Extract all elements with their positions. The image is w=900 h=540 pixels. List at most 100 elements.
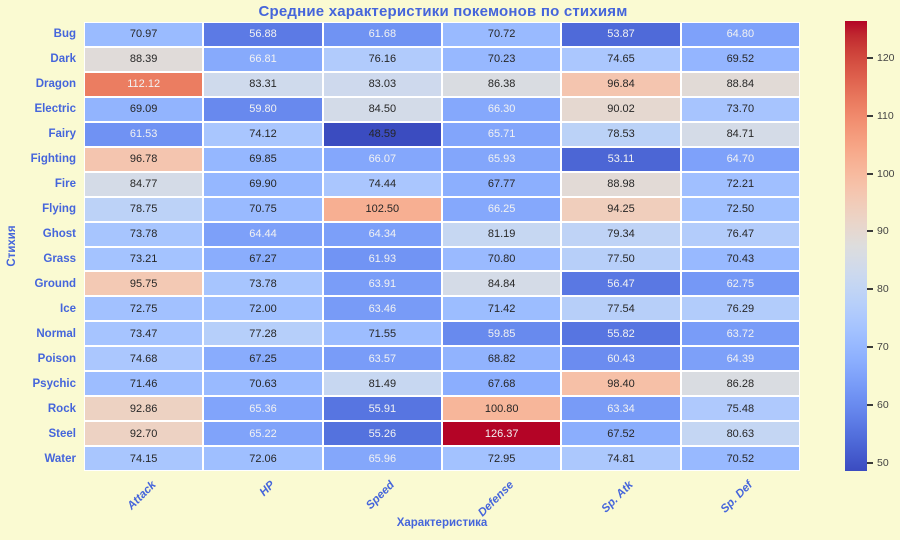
heatmap-cell-rock-hp: 65.36 [204,397,322,421]
heatmap-cell-fire-hp: 69.90 [204,172,322,196]
heatmap-cell-normal-defense: 59.85 [443,322,561,346]
heatmap-cell-poison-hp: 67.25 [204,347,322,371]
heatmap-cell-fire-speed: 74.44 [323,172,441,196]
row-label-dragon: Dragon [35,77,76,90]
heatmap-cell-rock-attack: 92.86 [85,397,203,421]
heatmap-cell-ice-hp: 72.00 [204,297,322,321]
heatmap-cell-water-defense: 72.95 [443,447,561,470]
row-label-steel: Steel [48,428,77,441]
heatmap-cell-rock-speed: 55.91 [323,397,441,421]
heatmap-cell-dragon-hp: 83.31 [204,72,322,96]
heatmap-cell-ground-attack: 95.75 [85,272,203,296]
x-tick-label-hp: HP [257,479,278,499]
row-label-ground: Ground [34,278,76,291]
heatmap-cell-fighting-defense: 65.93 [443,147,561,171]
heatmap-cell-bug-sp-def: 64.80 [681,23,799,46]
heatmap-cell-fire-sp-def: 72.21 [681,172,799,196]
heatmap-cell-rock-sp-def: 75.48 [681,397,799,421]
heatmap-cell-electric-defense: 66.30 [443,97,561,121]
heatmap-cell-steel-sp-atk: 67.52 [562,422,680,446]
heatmap-cell-poison-speed: 63.57 [323,347,441,371]
heatmap-cell-dark-hp: 66.81 [204,47,322,71]
row-label-fire: Fire [54,177,76,190]
colorbar-tick-mark [867,230,873,233]
heatmap-cell-dark-attack: 88.39 [85,47,203,71]
heatmap-cell-flying-hp: 70.75 [204,197,322,221]
colorbar-tick-label-70: 70 [877,341,889,354]
heatmap-cell-water-sp-def: 70.52 [681,447,799,470]
heatmap-cell-fairy-sp-def: 84.71 [681,122,799,146]
heatmap-cell-ground-sp-atk: 56.47 [562,272,680,296]
heatmap-cell-ground-speed: 63.91 [323,272,441,296]
x-tick-label-sp-atk: Sp. Atk [599,479,636,516]
heatmap-cell-water-hp: 72.06 [204,447,322,470]
heatmap-cell-poison-defense: 68.82 [443,347,561,371]
heatmap-cell-rock-defense: 100.80 [443,397,561,421]
heatmap-cell-ground-defense: 84.84 [443,272,561,296]
heatmap-cell-ground-sp-def: 62.75 [681,272,799,296]
heatmap-cell-fire-defense: 67.77 [443,172,561,196]
heatmap-cell-normal-sp-def: 63.72 [681,322,799,346]
heatmap-cell-bug-defense: 70.72 [443,23,561,46]
colorbar-tick-label-90: 90 [877,225,889,238]
heatmap-cell-ice-sp-def: 76.29 [681,297,799,321]
row-label-water: Water [44,453,76,466]
row-label-flying: Flying [42,202,76,215]
heatmap-cell-fire-sp-atk: 88.98 [562,172,680,196]
heatmap-cell-fighting-speed: 66.07 [323,147,441,171]
heatmap-cell-fire-attack: 84.77 [85,172,203,196]
heatmap-cell-ghost-hp: 64.44 [204,222,322,246]
heatmap-cell-dragon-defense: 86.38 [443,72,561,96]
heatmap-cell-dark-defense: 70.23 [443,47,561,71]
heatmap-grid: 70.97 56.88 61.68 70.72 53.87 64.80 88.39 66.81… [84,22,800,471]
heatmap-cell-steel-sp-def: 80.63 [681,422,799,446]
colorbar-tick-label-110: 110 [877,109,894,122]
heatmap-cell-fighting-sp-atk: 53.11 [562,147,680,171]
heatmap-cell-grass-sp-atk: 77.50 [562,247,680,271]
row-label-electric: Electric [34,102,76,115]
heatmap-cell-psychic-sp-atk: 98.40 [562,372,680,396]
heatmap-cell-electric-speed: 84.50 [323,97,441,121]
heatmap-cell-fighting-hp: 69.85 [204,147,322,171]
heatmap-cell-dark-speed: 76.16 [323,47,441,71]
x-axis-title: Характеристика [396,517,488,529]
row-label-fighting: Fighting [30,152,76,165]
heatmap-cell-ice-speed: 63.46 [323,297,441,321]
heatmap-cell-fairy-hp: 74.12 [204,122,322,146]
row-label-poison: Poison [37,353,76,366]
row-labels: Bug Dark Dragon Electric Fairy Fighting Fire Fl… [0,22,78,471]
heatmap-cell-dark-sp-atk: 74.65 [562,47,680,71]
heatmap-cell-ghost-speed: 64.34 [323,222,441,246]
heatmap-cell-dragon-sp-def: 88.84 [681,72,799,96]
heatmap-cell-ghost-attack: 73.78 [85,222,203,246]
heatmap-cell-normal-hp: 77.28 [204,322,322,346]
heatmap-cell-steel-speed: 55.26 [323,422,441,446]
row-label-bug: Bug [53,27,76,40]
x-tick-label-attack: Attack [124,479,159,513]
heatmap-cell-bug-speed: 61.68 [323,23,441,46]
heatmap-cell-psychic-attack: 71.46 [85,372,203,396]
colorbar-tick-mark [867,346,873,349]
heatmap-cell-ice-sp-atk: 77.54 [562,297,680,321]
heatmap-cell-ghost-sp-atk: 79.34 [562,222,680,246]
heatmap-cell-ice-attack: 72.75 [85,297,203,321]
row-label-rock: Rock [47,403,76,416]
heatmap-cell-electric-hp: 59.80 [204,97,322,121]
heatmap-cell-water-speed: 65.96 [323,447,441,470]
heatmap-cell-fairy-defense: 65.71 [443,122,561,146]
heatmap-cell-bug-attack: 70.97 [85,23,203,46]
heatmap-cell-flying-attack: 78.75 [85,197,203,221]
x-tick-label-sp-def: Sp. Def [718,479,755,516]
colorbar-tick-label-80: 80 [877,283,889,296]
heatmap-cell-dragon-attack: 112.12 [85,72,203,96]
heatmap-cell-psychic-hp: 70.63 [204,372,322,396]
heatmap-cell-psychic-sp-def: 86.28 [681,372,799,396]
heatmap-cell-ghost-defense: 81.19 [443,222,561,246]
heatmap-cell-steel-defense: 126.37 [443,422,561,446]
row-label-ice: Ice [60,303,76,316]
row-label-psychic: Psychic [32,378,76,391]
heatmap-cell-normal-sp-atk: 55.82 [562,322,680,346]
heatmap-cell-ground-hp: 73.78 [204,272,322,296]
heatmap-cell-poison-attack: 74.68 [85,347,203,371]
